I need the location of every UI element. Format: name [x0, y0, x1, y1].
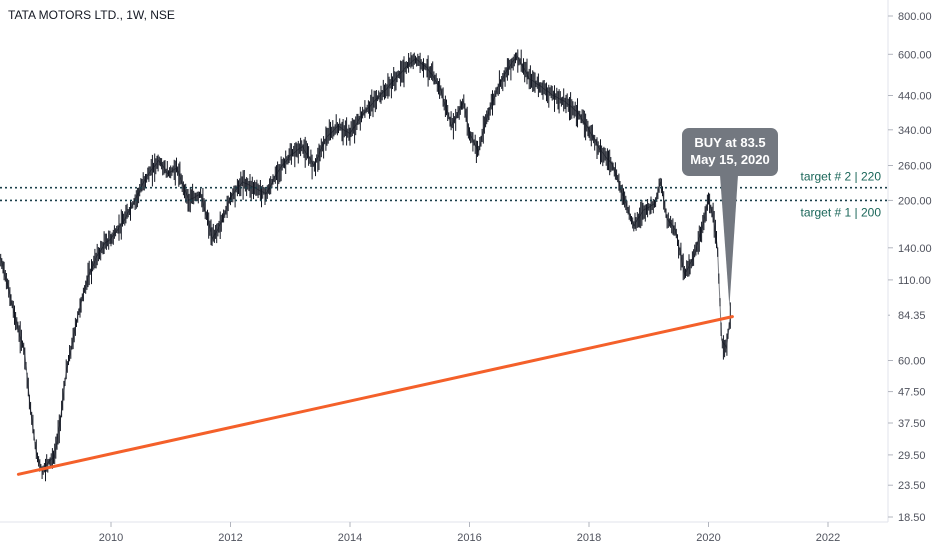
last-price-box: [890, 307, 932, 324]
y-tick-label: 60.00: [898, 356, 926, 368]
x-tick-label: 2014: [338, 532, 362, 544]
y-tick-label: 260.00: [898, 161, 932, 173]
buy-callout: [682, 128, 778, 176]
annotations: target # 2 | 220 target # 1 | 200 BUY at 8…: [0, 128, 888, 476]
y-tick-label: 37.50: [898, 418, 926, 430]
y-tick-label: 440.00: [898, 91, 932, 103]
y-tick-label: 600.00: [898, 49, 932, 61]
x-tick-label: 2018: [577, 532, 601, 544]
target-label: target # 1 | 200: [800, 205, 881, 219]
y-tick-label: 18.50: [898, 512, 926, 524]
x-tick-label: 2010: [99, 532, 123, 544]
callout-pointer: [720, 175, 738, 307]
price-line: [0, 55, 732, 473]
y-tick-label: 29.50: [898, 450, 926, 462]
last-price-label: 84.35: [898, 310, 926, 322]
y-tick-label: 110.00: [898, 275, 931, 287]
y-tick-label: 140.00: [898, 243, 932, 255]
chart-title: TATA MOTORS LTD., 1W, NSE: [8, 8, 175, 22]
price-series: [0, 49, 732, 482]
x-tick-label: 2022: [816, 532, 840, 544]
y-tick-label: 340.00: [898, 125, 932, 137]
y-tick-label: 47.50: [898, 387, 926, 399]
y-tick-label: 800.00: [898, 11, 932, 23]
target-label: target # 2 | 220: [800, 170, 881, 184]
x-tick-label: 2020: [696, 532, 720, 544]
y-tick-label: 23.50: [898, 480, 926, 492]
x-axis: 2010 2012 2014 2016 2018 2020 2022: [99, 522, 840, 544]
trendline: [16, 315, 734, 476]
callout-text: May 15, 2020: [690, 152, 770, 167]
callout-text: BUY at 83.5: [694, 135, 765, 150]
x-tick-label: 2012: [218, 532, 242, 544]
x-tick-label: 2016: [457, 532, 481, 544]
y-axis: 800.00 600.00 440.00 340.00 260.00 200.00 140.…: [888, 11, 932, 524]
y-tick-label: 200.00: [898, 195, 932, 207]
